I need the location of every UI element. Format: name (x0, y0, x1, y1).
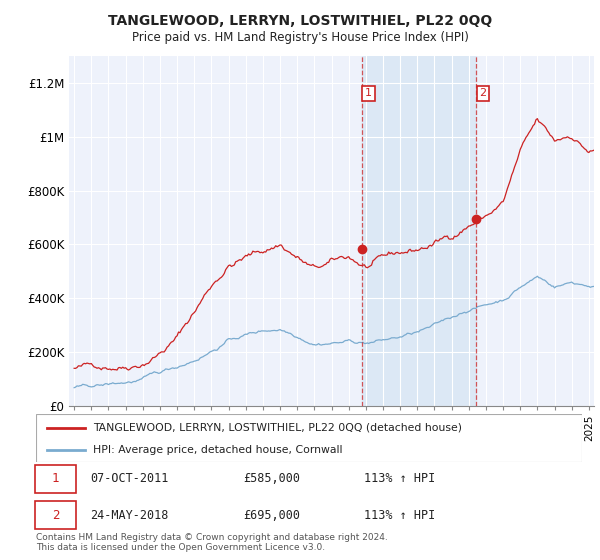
Text: 2: 2 (52, 508, 59, 521)
Text: 07-OCT-2011: 07-OCT-2011 (91, 473, 169, 486)
Text: HPI: Average price, detached house, Cornwall: HPI: Average price, detached house, Corn… (94, 445, 343, 455)
Text: Price paid vs. HM Land Registry's House Price Index (HPI): Price paid vs. HM Land Registry's House … (131, 31, 469, 44)
Text: 24-MAY-2018: 24-MAY-2018 (91, 508, 169, 521)
FancyBboxPatch shape (35, 465, 76, 493)
Text: 1: 1 (365, 88, 372, 99)
FancyBboxPatch shape (35, 501, 76, 529)
FancyBboxPatch shape (36, 414, 582, 462)
Text: 113% ↑ HPI: 113% ↑ HPI (364, 508, 435, 521)
Bar (362, 56, 476, 406)
Text: Contains HM Land Registry data © Crown copyright and database right 2024.: Contains HM Land Registry data © Crown c… (36, 533, 388, 542)
Text: TANGLEWOOD, LERRYN, LOSTWITHIEL, PL22 0QQ (detached house): TANGLEWOOD, LERRYN, LOSTWITHIEL, PL22 0Q… (94, 423, 463, 433)
Text: £695,000: £695,000 (244, 508, 301, 521)
Text: TANGLEWOOD, LERRYN, LOSTWITHIEL, PL22 0QQ: TANGLEWOOD, LERRYN, LOSTWITHIEL, PL22 0Q… (108, 14, 492, 28)
Text: 1: 1 (52, 473, 59, 486)
Text: 2: 2 (479, 88, 487, 99)
Text: 113% ↑ HPI: 113% ↑ HPI (364, 473, 435, 486)
Text: £585,000: £585,000 (244, 473, 301, 486)
Text: This data is licensed under the Open Government Licence v3.0.: This data is licensed under the Open Gov… (36, 543, 325, 552)
